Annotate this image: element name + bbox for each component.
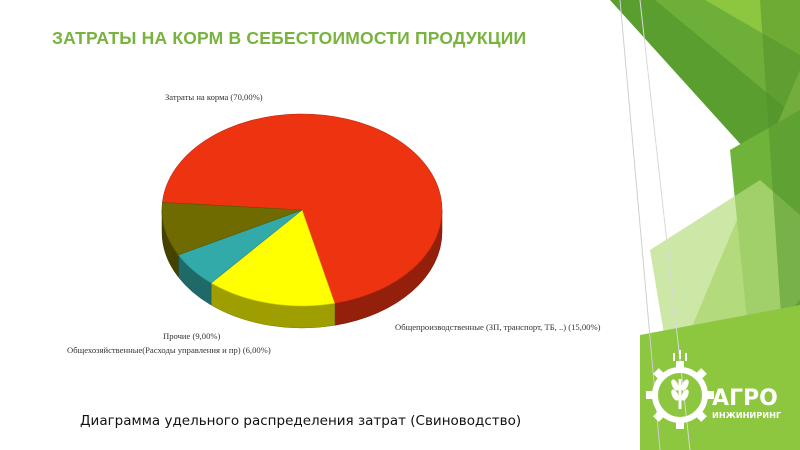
label-feed: Затраты на корма (70,00%) [165, 92, 263, 102]
label-other: Прочие (9,00%) [163, 331, 221, 341]
decor-line [619, 0, 661, 450]
logo-panel [640, 305, 800, 450]
decor-line [639, 0, 691, 450]
slice-feed [162, 113, 443, 304]
chart-caption: Диаграмма удельного распределения затрат… [80, 413, 522, 429]
logo-text-sub: ИНЖИНИРИНГ [712, 410, 781, 420]
pie-layer [161, 113, 443, 329]
label-production: Общепроизводственные (ЗП, транспорт, ТБ,… [395, 322, 601, 332]
logo-text-main: АГРО [712, 386, 778, 411]
wheat-gear-icon [646, 350, 714, 429]
page-title: ЗАТРАТЫ НА КОРМ В СЕБЕСТОИМОСТИ ПРОДУКЦИ… [52, 28, 527, 48]
slice-production [210, 209, 336, 307]
label-admin: Общехозяйственные(Расходы управления и п… [67, 345, 271, 355]
slice-other [161, 202, 303, 256]
